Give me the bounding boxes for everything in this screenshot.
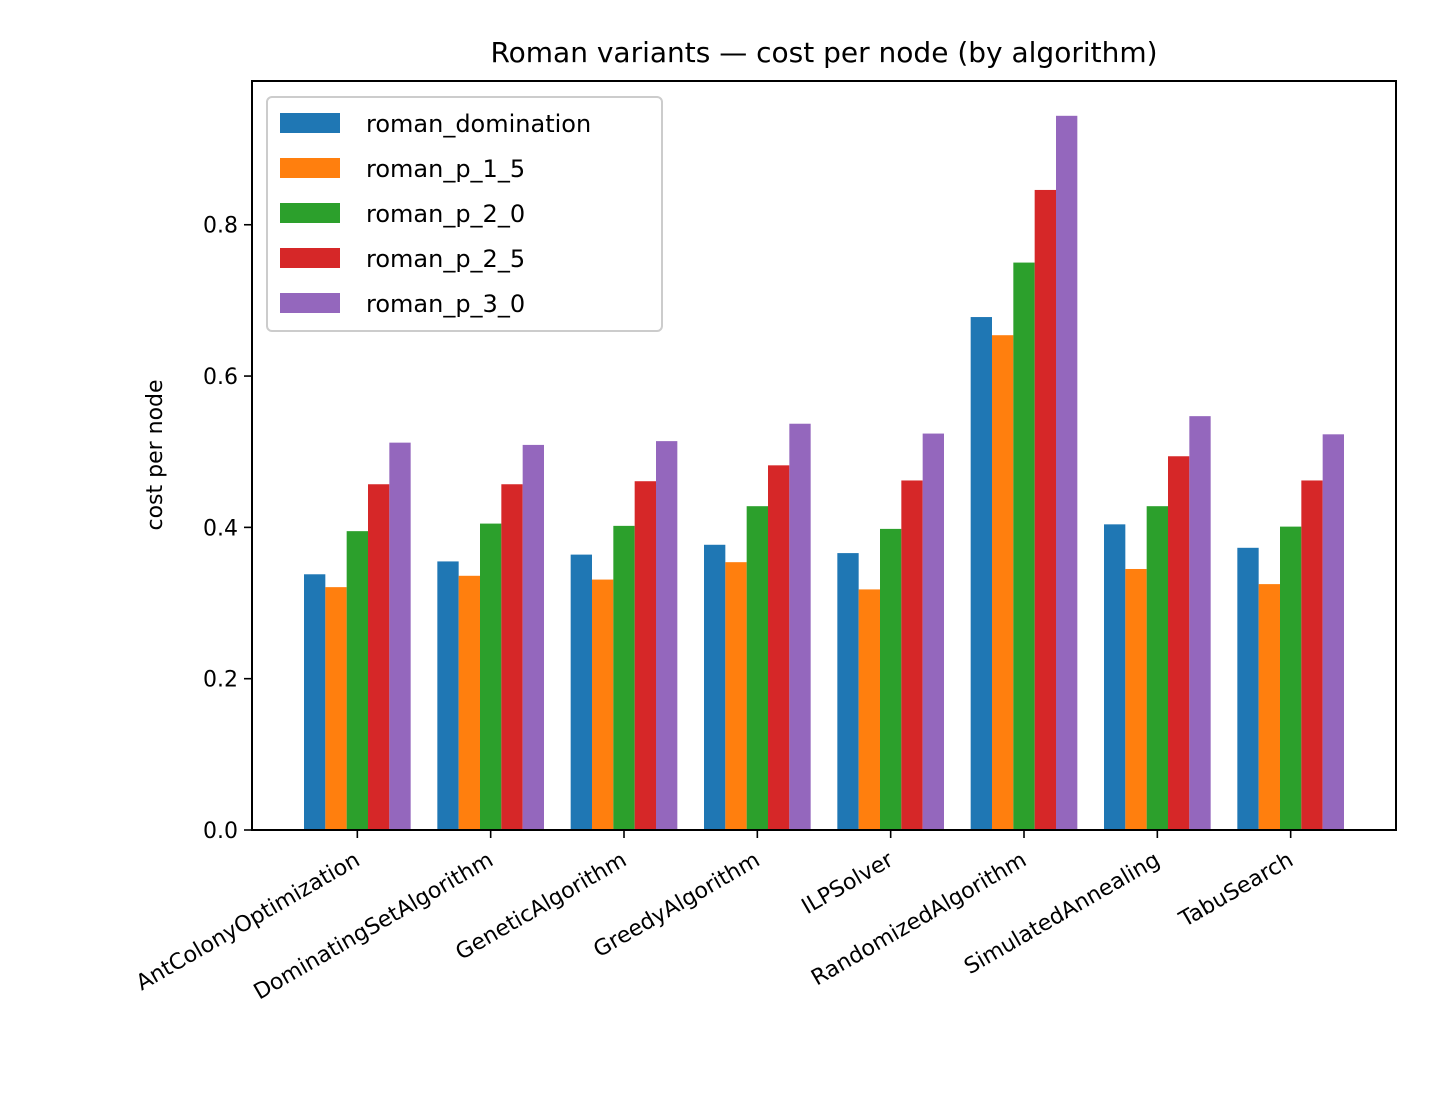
y-tick-label: 0.2 <box>203 668 238 693</box>
legend-swatch-roman_p_2_0 <box>280 203 340 223</box>
legend-swatch-roman_p_1_5 <box>280 158 340 178</box>
legend-swatch-roman_domination <box>280 113 340 133</box>
bar-roman_p_2_5-GeneticAlgorithm <box>634 481 656 830</box>
bar-roman_p_2_0-RandomizedAlgorithm <box>1013 262 1035 830</box>
y-tick-label: 0.6 <box>203 365 238 390</box>
bar-roman_p_2_0-TabuSearch <box>1280 526 1302 830</box>
y-tick-label: 0.0 <box>203 819 238 844</box>
bar-roman_p_3_0-TabuSearch <box>1322 434 1344 830</box>
bar-roman_p_2_5-RandomizedAlgorithm <box>1034 189 1056 831</box>
bar-roman_p_3_0-AntColonyOptimization <box>389 442 411 830</box>
y-axis-label: cost per node <box>143 379 168 530</box>
bar-roman_p_1_5-GreedyAlgorithm <box>725 562 747 830</box>
bar-roman_domination-GeneticAlgorithm <box>570 554 592 830</box>
bar-roman_p_2_5-GreedyAlgorithm <box>768 465 790 830</box>
legend-swatch-roman_p_2_5 <box>280 248 340 268</box>
legend-label-roman_domination: roman_domination <box>366 110 591 138</box>
bar-roman_p_2_5-DominatingSetAlgorithm <box>501 484 523 830</box>
bar-roman_p_2_0-GeneticAlgorithm <box>613 525 635 830</box>
bar-roman_p_1_5-RandomizedAlgorithm <box>992 335 1014 830</box>
chart-title: Roman variants — cost per node (by algor… <box>490 36 1157 69</box>
bar-roman_domination-GreedyAlgorithm <box>704 544 726 830</box>
bar-roman_p_1_5-SimulatedAnnealing <box>1125 568 1147 830</box>
plot-bars <box>304 115 1344 831</box>
bar-roman_p_2_0-SimulatedAnnealing <box>1146 506 1168 830</box>
y-axis: 0.0 0.2 0.4 0.6 0.8 <box>203 214 252 844</box>
bar-roman_p_2_5-SimulatedAnnealing <box>1168 456 1190 830</box>
bar-roman_p_3_0-DominatingSetAlgorithm <box>522 444 544 830</box>
bar-roman_domination-ILPSolver <box>837 553 859 830</box>
bar-roman_p_3_0-GeneticAlgorithm <box>656 441 678 830</box>
bar-roman_p_1_5-DominatingSetAlgorithm <box>458 575 480 830</box>
bar-roman_p_1_5-GeneticAlgorithm <box>592 579 614 830</box>
bar-roman_p_2_0-GreedyAlgorithm <box>746 506 768 830</box>
y-tick-label: 0.4 <box>203 516 238 541</box>
bar-roman_p_2_5-TabuSearch <box>1301 480 1323 830</box>
legend-label-roman_p_3_0: roman_p_3_0 <box>366 290 525 318</box>
bar-roman_p_3_0-GreedyAlgorithm <box>789 423 811 830</box>
bar-roman_p_1_5-AntColonyOptimization <box>325 587 347 830</box>
bar-roman_p_2_5-AntColonyOptimization <box>368 484 390 830</box>
bar-roman_p_3_0-RandomizedAlgorithm <box>1056 115 1078 831</box>
legend-swatch-roman_p_3_0 <box>280 293 340 313</box>
bar-roman_p_1_5-ILPSolver <box>858 589 880 830</box>
bar-roman_p_3_0-ILPSolver <box>922 433 944 830</box>
bar-roman_p_2_5-ILPSolver <box>901 480 923 830</box>
legend: roman_domination roman_p_1_5 roman_p_2_0ro… <box>266 96 663 332</box>
legend-label-roman_p_2_5: roman_p_2_5 <box>366 245 525 273</box>
plot-area-frame <box>251 80 1397 831</box>
bar-roman_p_2_0-DominatingSetAlgorithm <box>480 523 502 830</box>
bar-roman_p_2_0-AntColonyOptimization <box>346 531 368 830</box>
bar-roman_domination-RandomizedAlgorithm <box>970 317 992 831</box>
bar-roman_domination-DominatingSetAlgorithm <box>437 561 459 830</box>
legend-label-roman_p_1_5: roman_p_1_5 <box>366 155 525 183</box>
bar-roman_p_2_0-ILPSolver <box>880 528 902 830</box>
bar-roman_domination-TabuSearch <box>1237 547 1259 830</box>
bar-roman_domination-SimulatedAnnealing <box>1104 524 1126 830</box>
bar-roman_domination-AntColonyOptimization <box>304 574 326 830</box>
legend-label-roman_p_2_0: roman_p_2_0 <box>366 200 525 228</box>
bar-roman_p_3_0-SimulatedAnnealing <box>1189 416 1211 830</box>
y-tick-label: 0.8 <box>203 214 238 239</box>
bar-roman_p_1_5-TabuSearch <box>1258 584 1280 830</box>
legend-box <box>266 96 663 332</box>
